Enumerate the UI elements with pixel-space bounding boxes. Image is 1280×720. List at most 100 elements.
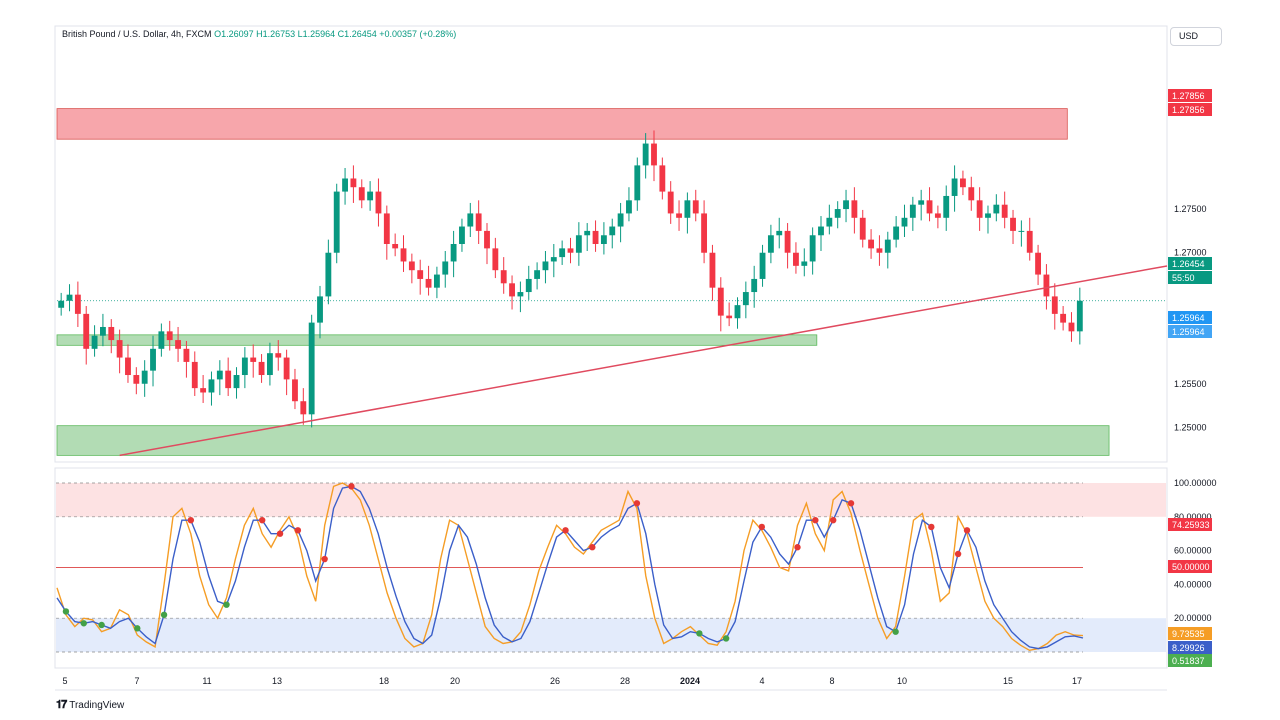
candle	[1043, 264, 1050, 310]
candle	[851, 187, 858, 234]
candle-body	[150, 348, 156, 371]
candle-body	[709, 252, 716, 288]
stoch-cross-marker	[758, 523, 766, 531]
candle	[859, 209, 866, 248]
candle	[918, 189, 925, 221]
candle	[266, 342, 273, 386]
stoch-value-text: 50.00000	[1172, 562, 1210, 572]
candle	[292, 368, 298, 410]
candle-body	[308, 322, 315, 415]
candle	[425, 265, 432, 296]
stoch-cross-marker	[963, 527, 971, 534]
stoch-value-bg	[1168, 654, 1212, 667]
candle	[951, 165, 958, 212]
candle	[275, 340, 282, 371]
candle-body	[191, 361, 198, 389]
candle-body	[609, 226, 616, 236]
stoch-cross-marker	[276, 530, 284, 537]
candle	[333, 183, 340, 264]
candle-body	[450, 244, 457, 262]
price-badge-bg	[1168, 325, 1212, 338]
candle	[667, 181, 674, 224]
candle-body	[676, 213, 682, 218]
price-badge-resistance: 1.27856	[1168, 103, 1212, 116]
price-badge-bg	[1168, 311, 1212, 324]
stoch-value-badge: 8.29926	[1168, 641, 1212, 654]
candle	[1010, 209, 1016, 244]
x-tick-label: 15	[1003, 676, 1013, 686]
candle	[525, 265, 532, 300]
candle	[1018, 220, 1025, 247]
stoch-value-badge: 9.73535	[1168, 627, 1212, 640]
candle-body	[901, 217, 908, 227]
candle	[926, 187, 933, 222]
candle	[66, 284, 73, 312]
candle-body	[325, 252, 332, 297]
candle	[1076, 287, 1083, 345]
price-badge-text: 1.27856	[1172, 105, 1205, 115]
candle	[818, 216, 824, 251]
candle-body	[408, 261, 415, 271]
candle-body	[926, 200, 933, 214]
stoch-cross-marker	[794, 544, 801, 551]
candle	[308, 314, 315, 428]
candle-body	[317, 296, 323, 323]
candle	[834, 201, 841, 229]
candle-body	[116, 340, 123, 358]
x-tick-label: 2024	[680, 676, 700, 686]
candle-body	[751, 278, 758, 293]
candle	[751, 265, 758, 308]
candle	[759, 244, 766, 287]
candle	[116, 329, 123, 374]
x-tick-label: 26	[550, 676, 560, 686]
candle-body	[433, 274, 440, 288]
stoch-cross-marker	[294, 527, 302, 534]
stoch-d-line	[56, 485, 1084, 650]
stoch-cross-marker	[160, 611, 168, 619]
currency-button[interactable]: USD	[1170, 27, 1222, 46]
candle	[183, 340, 190, 378]
candle	[584, 223, 591, 251]
candle-body	[1026, 230, 1033, 253]
price-badge-low: 1.25964	[1168, 311, 1212, 324]
candle	[968, 176, 975, 211]
price-tick-label: 1.27000	[1174, 248, 1207, 258]
candle-body	[1076, 300, 1083, 332]
stoch-tick-label: 60.00000	[1174, 546, 1212, 556]
candle	[617, 202, 624, 243]
candle-body	[801, 261, 808, 266]
price-badge-text: 1.26454	[1172, 259, 1205, 269]
candle-body	[1010, 217, 1016, 231]
candle-body	[208, 379, 215, 393]
candle	[659, 157, 666, 200]
stoch-cross-marker	[80, 620, 87, 627]
candle-body	[342, 178, 348, 192]
candle-body	[767, 235, 774, 253]
candle-body	[241, 357, 248, 376]
candle	[934, 205, 941, 229]
stoch-value-badge: 50.00000	[1168, 560, 1212, 573]
price-badge-countdown: 55:50	[1168, 271, 1212, 284]
candle-body	[784, 230, 791, 253]
stoch-value-bg	[1168, 518, 1212, 531]
candle-body	[392, 244, 399, 249]
candle	[901, 204, 908, 238]
candle	[450, 230, 457, 278]
candle	[676, 200, 682, 231]
price-pane[interactable]	[54, 25, 1168, 463]
candle-body	[484, 230, 490, 249]
candle	[100, 313, 106, 347]
stoch-cross-marker	[696, 630, 703, 637]
candle-body	[542, 261, 549, 271]
stoch-value-text: 9.73535	[1172, 629, 1205, 639]
symbol-legend[interactable]: British Pound / U.S. Dollar, 4h, FXCM O1…	[62, 29, 456, 39]
candle	[709, 244, 716, 301]
candle	[459, 218, 465, 252]
x-tick-label: 18	[379, 676, 389, 686]
price-badge-text: 1.25964	[1172, 327, 1205, 337]
candle-body	[968, 187, 975, 201]
candle-body	[793, 252, 799, 266]
stoch-tick-label: 100.00000	[1174, 478, 1217, 488]
tradingview-logo[interactable]: 𝟏𝟕 TradingView	[56, 699, 124, 712]
candle	[575, 222, 582, 266]
